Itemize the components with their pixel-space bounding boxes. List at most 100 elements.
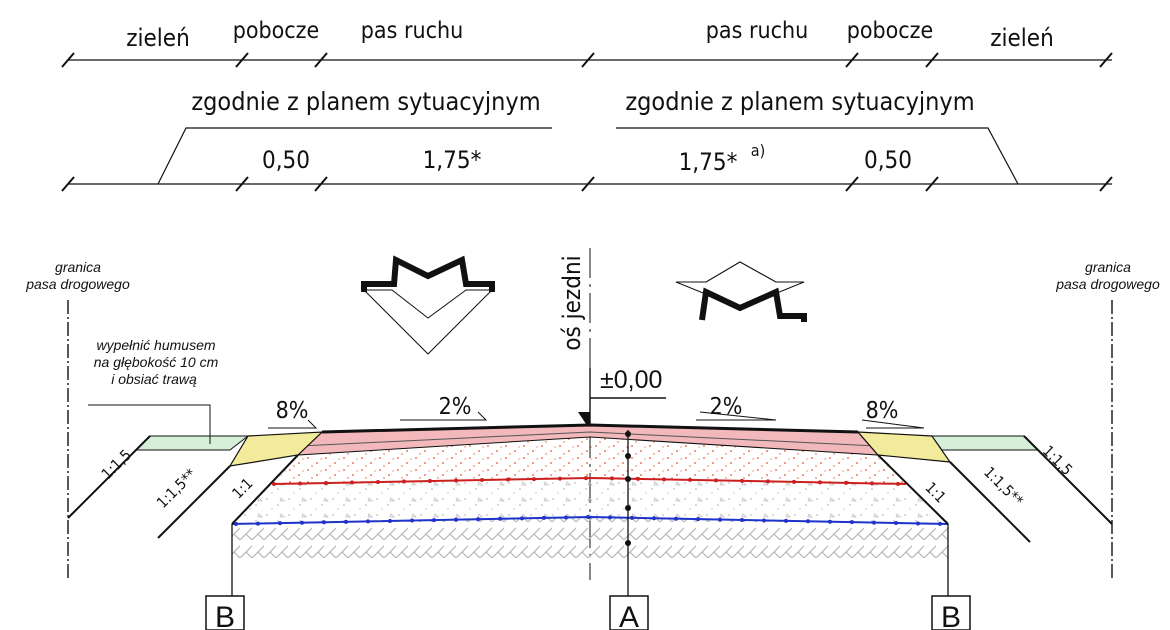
situational-plan-left: zgodnie z planem sytuacyjnym	[191, 87, 540, 116]
road-axis-label: oś jezdni	[558, 255, 586, 350]
label-shoulder-right: pobocze	[847, 18, 934, 44]
slope-shoulder-right: 8%	[866, 398, 899, 424]
layer-marker	[714, 478, 718, 483]
label-shoulder-left: pobocze	[233, 18, 320, 44]
marker-b-left: B	[205, 595, 245, 630]
layer-marker	[454, 478, 458, 483]
layer-marker	[870, 481, 874, 486]
layer-marker	[610, 476, 614, 481]
note-line2: na głębokość 10 cm	[94, 354, 219, 370]
label-lane-right: pas ruchu	[706, 18, 808, 44]
greenery-right	[931, 435, 1040, 451]
layer-marker	[844, 480, 848, 485]
layer-marker	[454, 517, 458, 522]
layer-marker	[696, 517, 700, 522]
layer-marker	[432, 518, 436, 523]
slope-indicators	[268, 411, 925, 429]
layer-marker	[272, 482, 276, 486]
layer-marker	[234, 522, 238, 526]
layer-marker	[564, 515, 568, 520]
layer-marker	[894, 521, 898, 526]
layer-marker	[792, 479, 796, 484]
label-lane-left: pas ruchu	[361, 18, 463, 44]
road-boundary-left: granica pasa drogowego	[25, 259, 130, 578]
ratio-outer-right: 1:1,5	[1039, 442, 1076, 479]
dim-lane-right-superscript: a)	[751, 141, 765, 160]
direction-arrow-down	[361, 255, 495, 355]
road-boundary-right: granica pasa drogowego	[1055, 259, 1160, 578]
schematic-profile-outline	[157, 127, 1019, 185]
layer-marker	[872, 520, 876, 525]
note-line3: i obsiać trawą	[111, 371, 197, 387]
layer-marker	[850, 520, 854, 525]
label-greenery-left: zieleń	[126, 24, 190, 52]
humus-note: wypełnić humusem na głębokość 10 cm i ob…	[88, 337, 219, 444]
layer-marker	[586, 515, 590, 520]
level-mark: ±0,00	[578, 366, 666, 430]
layer-marker	[300, 520, 304, 525]
layer-marker	[608, 515, 612, 520]
slope-lane-left: 2%	[439, 394, 472, 420]
boundary-right-line2: pasa drogowego	[1055, 276, 1160, 292]
boundary-left-line1: granica	[55, 259, 101, 275]
layer-marker	[674, 516, 678, 521]
layer-marker	[344, 519, 348, 524]
layer-marker	[630, 515, 634, 520]
ratio-ditch-left: 1:1,5**	[153, 465, 200, 512]
layer-marker	[762, 518, 766, 523]
layer-marker	[520, 516, 524, 521]
dimension-line-bottom	[61, 176, 1113, 192]
base-layer-aggregate	[232, 478, 948, 524]
layer-marker	[498, 516, 502, 521]
ratio-ditch-right: 1:1,5**	[980, 463, 1027, 510]
layer-marker	[480, 478, 484, 483]
layer-marker	[818, 480, 822, 485]
boundary-right-line1: granica	[1085, 259, 1131, 275]
layer-marker	[532, 477, 536, 482]
layer-marker	[652, 516, 656, 521]
layer-marker	[324, 481, 328, 486]
layer-marker	[410, 518, 414, 523]
slope-lane-right: 2%	[710, 394, 743, 420]
marker-a-center-label: A	[619, 601, 639, 630]
layer-marker	[806, 519, 810, 524]
layer-marker	[896, 481, 900, 486]
layer-marker	[388, 518, 392, 523]
layer-marker	[278, 521, 282, 526]
situational-plan-right: zgodnie z planem sytuacyjnym	[625, 87, 974, 116]
layer-marker	[688, 477, 692, 482]
subbase-layer-sand	[274, 437, 906, 484]
layer-marker	[350, 480, 354, 485]
marker-b-right: B	[931, 595, 971, 630]
layer-marker	[718, 517, 722, 522]
road-cross-section	[67, 423, 1113, 600]
layer-marker	[376, 480, 380, 485]
subgrade-soil	[232, 517, 948, 562]
layer-marker	[428, 479, 432, 484]
layer-marker	[558, 476, 562, 481]
dim-shoulder-right: 0,50	[864, 146, 912, 174]
dim-shoulder-left: 0,50	[262, 146, 310, 174]
layer-marker	[506, 477, 510, 482]
layer-marker	[584, 476, 588, 481]
slope-shoulder-left: 8%	[276, 398, 309, 424]
layer-marker	[256, 521, 260, 526]
red-layer-markers	[272, 476, 900, 486]
dim-lane-left: 1,75*	[423, 146, 482, 174]
layer-marker	[402, 479, 406, 484]
layer-marker	[322, 520, 326, 525]
layer-marker	[766, 479, 770, 484]
dim-lane-right: 1,75*	[679, 148, 738, 176]
label-greenery-right: zieleń	[990, 24, 1054, 52]
layer-marker	[740, 518, 744, 523]
layer-marker	[636, 476, 640, 481]
layer-marker	[784, 518, 788, 523]
layer-marker	[938, 521, 942, 526]
layer-marker	[916, 521, 920, 526]
marker-b-right-label: B	[941, 601, 961, 630]
greenery-left	[134, 435, 250, 451]
layer-marker	[366, 519, 370, 524]
layer-marker	[476, 517, 480, 522]
